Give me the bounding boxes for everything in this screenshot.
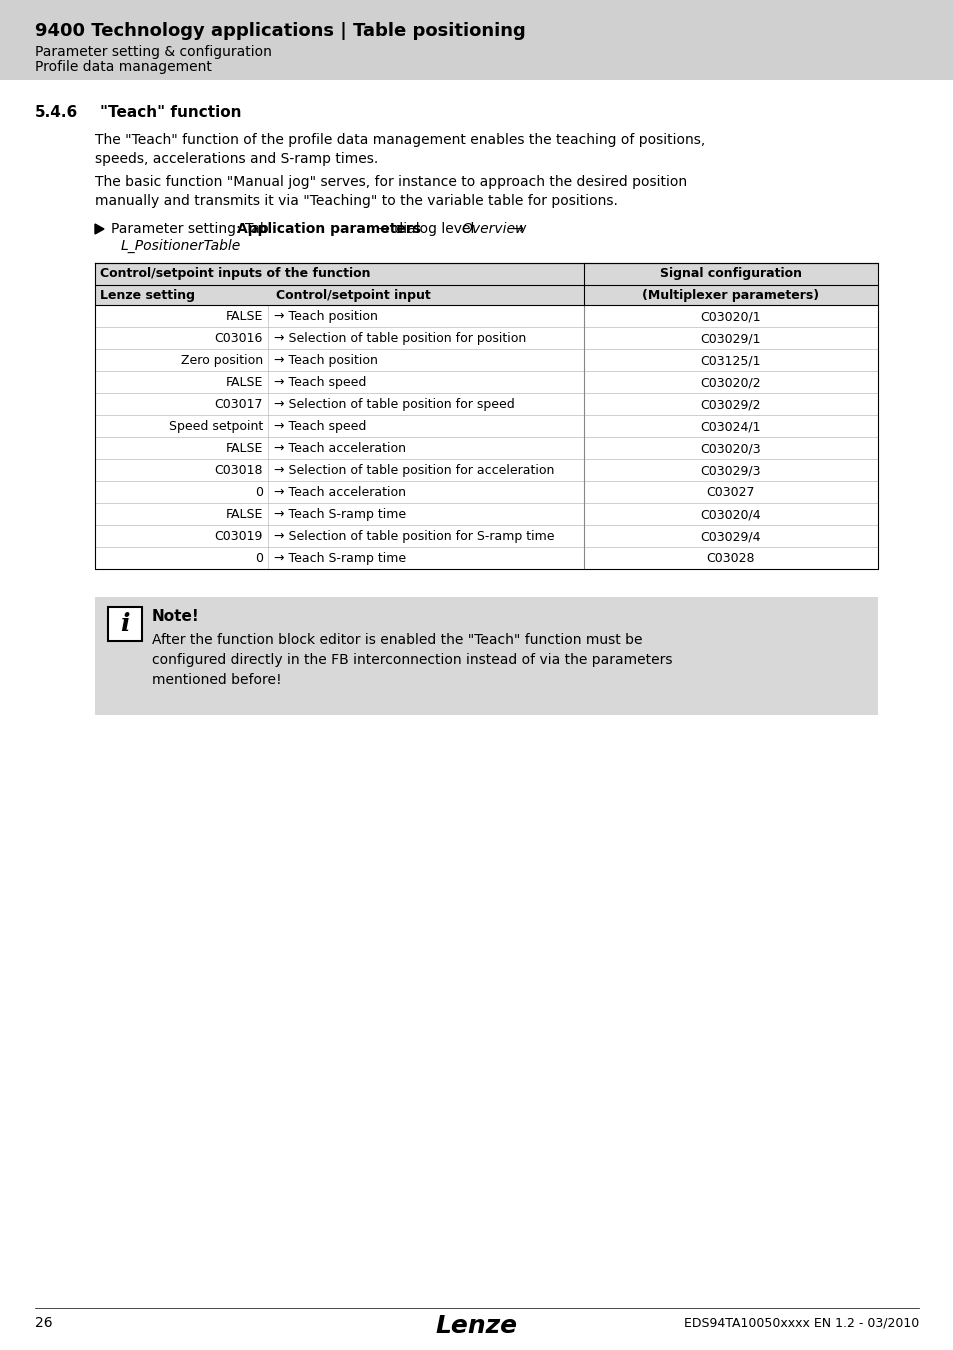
Bar xyxy=(95,481,877,504)
Bar xyxy=(95,371,877,393)
Text: C03020/1: C03020/1 xyxy=(700,310,760,323)
Text: C03125/1: C03125/1 xyxy=(700,354,760,367)
Text: C03029/4: C03029/4 xyxy=(700,531,760,543)
Text: C03019: C03019 xyxy=(214,531,263,543)
Text: Speed setpoint: Speed setpoint xyxy=(169,420,263,433)
Polygon shape xyxy=(95,224,104,234)
Text: (Multiplexer parameters): (Multiplexer parameters) xyxy=(641,289,819,302)
Text: C03016: C03016 xyxy=(214,332,263,346)
Bar xyxy=(0,0,953,80)
Text: → Selection of table position for acceleration: → Selection of table position for accele… xyxy=(274,464,554,477)
Text: 5.4.6: 5.4.6 xyxy=(35,105,78,120)
Text: FALSE: FALSE xyxy=(226,310,263,323)
Text: 0: 0 xyxy=(254,486,263,500)
Bar xyxy=(95,327,877,350)
Text: → Teach speed: → Teach speed xyxy=(274,420,366,433)
Text: C03027: C03027 xyxy=(706,486,755,500)
Bar xyxy=(95,414,877,437)
Text: → Selection of table position for speed: → Selection of table position for speed xyxy=(274,398,515,410)
Text: After the function block editor is enabled the "Teach" function must be
configur: After the function block editor is enabl… xyxy=(152,633,672,687)
Bar xyxy=(95,459,877,481)
Text: EDS94TA10050xxxx EN 1.2 - 03/2010: EDS94TA10050xxxx EN 1.2 - 03/2010 xyxy=(683,1316,918,1328)
Text: Lenze setting: Lenze setting xyxy=(100,289,194,302)
Bar xyxy=(95,437,877,459)
Text: Zero position: Zero position xyxy=(181,354,263,367)
Text: Lenze: Lenze xyxy=(436,1314,517,1338)
Text: Overview: Overview xyxy=(461,221,527,236)
Text: → Teach position: → Teach position xyxy=(274,354,377,367)
Text: Application parameters: Application parameters xyxy=(237,221,421,236)
Bar xyxy=(108,608,142,641)
Text: →: → xyxy=(508,221,524,236)
Bar xyxy=(95,504,877,525)
Text: → Selection of table position for S-ramp time: → Selection of table position for S-ramp… xyxy=(274,531,554,543)
Bar xyxy=(95,285,877,305)
Text: 0: 0 xyxy=(254,552,263,566)
Text: FALSE: FALSE xyxy=(226,441,263,455)
Bar xyxy=(95,263,877,285)
Text: C03020/4: C03020/4 xyxy=(700,508,760,521)
Text: → Teach acceleration: → Teach acceleration xyxy=(274,441,406,455)
Bar xyxy=(95,305,877,327)
Text: C03020/2: C03020/2 xyxy=(700,377,760,389)
Text: C03029/3: C03029/3 xyxy=(700,464,760,477)
Text: The basic function "Manual jog" serves, for instance to approach the desired pos: The basic function "Manual jog" serves, … xyxy=(95,176,686,208)
Text: → Teach speed: → Teach speed xyxy=(274,377,366,389)
Text: C03017: C03017 xyxy=(214,398,263,410)
Text: → Teach S-ramp time: → Teach S-ramp time xyxy=(274,552,406,566)
Bar xyxy=(95,597,877,716)
Bar xyxy=(95,393,877,414)
Text: → Teach position: → Teach position xyxy=(274,310,377,323)
Text: Profile data management: Profile data management xyxy=(35,59,212,74)
Bar xyxy=(95,525,877,547)
Bar xyxy=(95,350,877,371)
Text: Parameter setting & configuration: Parameter setting & configuration xyxy=(35,45,272,59)
Text: i: i xyxy=(120,612,130,636)
Text: 9400 Technology applications | Table positioning: 9400 Technology applications | Table pos… xyxy=(35,22,525,40)
Text: C03029/2: C03029/2 xyxy=(700,398,760,410)
Text: Note!: Note! xyxy=(152,609,199,624)
Text: C03024/1: C03024/1 xyxy=(700,420,760,433)
Text: → Selection of table position for position: → Selection of table position for positi… xyxy=(274,332,526,346)
Text: "Teach" function: "Teach" function xyxy=(100,105,241,120)
Text: C03018: C03018 xyxy=(214,464,263,477)
Text: C03028: C03028 xyxy=(706,552,755,566)
Text: Control/setpoint inputs of the function: Control/setpoint inputs of the function xyxy=(100,267,370,279)
Text: FALSE: FALSE xyxy=(226,508,263,521)
Text: The "Teach" function of the profile data management enables the teaching of posi: The "Teach" function of the profile data… xyxy=(95,134,704,166)
Text: FALSE: FALSE xyxy=(226,377,263,389)
Bar xyxy=(95,547,877,568)
Text: → Teach S-ramp time: → Teach S-ramp time xyxy=(274,508,406,521)
Text: Control/setpoint input: Control/setpoint input xyxy=(275,289,431,302)
Text: L_PositionerTable: L_PositionerTable xyxy=(121,239,241,254)
Text: 26: 26 xyxy=(35,1316,52,1330)
Text: Parameter setting: Tab: Parameter setting: Tab xyxy=(111,221,273,236)
Text: C03029/1: C03029/1 xyxy=(700,332,760,346)
Text: C03020/3: C03020/3 xyxy=(700,441,760,455)
Text: Signal configuration: Signal configuration xyxy=(659,267,801,279)
Text: → Teach acceleration: → Teach acceleration xyxy=(274,486,406,500)
Text: → dialog level: → dialog level xyxy=(374,221,478,236)
